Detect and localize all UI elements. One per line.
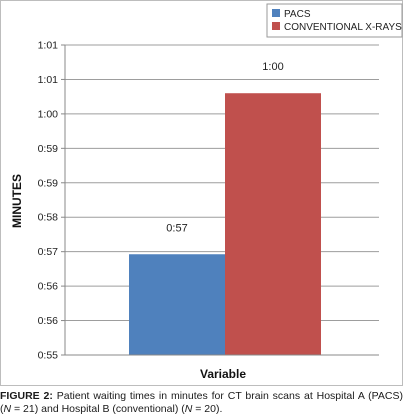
y-tick-label: 0:59 [38, 143, 59, 155]
bar-chart: 0:55 0:56 0:56 0:57 0:58 0:59 0:59 1:00 1:01 1:01… [10, 3, 403, 381]
caption-n2-rest: = 20). [192, 403, 223, 415]
legend-box [266, 3, 403, 38]
y-tick-label: 0:57 [38, 246, 59, 258]
chart-frame: 0:55 0:56 0:56 0:57 0:58 0:59 0:59 1:00 1:01 1:01… [0, 0, 403, 386]
bar-conventional-x-rays [225, 93, 321, 355]
figure-caption: FIGURE 2: Patient waiting times in minut… [0, 390, 403, 416]
y-axis-title: MINUTES [10, 174, 24, 228]
caption-n1-rest: = 21) and Hospital B (conventional) ( [11, 403, 185, 415]
caption-n1-var: N [3, 403, 12, 415]
legend: PACS CONVENTIONAL X-RAYS [266, 3, 403, 38]
bar-pacs [129, 254, 225, 355]
data-label: 0:57 [166, 222, 187, 234]
y-tick-label: 0:58 [38, 212, 59, 224]
x-axis-title: Variable [200, 367, 246, 381]
y-tick-label: 1:00 [38, 108, 59, 120]
caption-label: FIGURE 2: [0, 390, 53, 402]
y-tick-label: 0:56 [38, 315, 59, 327]
legend-label: CONVENTIONAL X-RAYS [284, 22, 402, 33]
y-tick-labels: 0:55 0:56 0:56 0:57 0:58 0:59 0:59 1:00 1:01 1:01 [38, 40, 59, 362]
bars [129, 93, 321, 355]
caption-text-1: Patient waiting times in minutes for CT … [0, 390, 403, 415]
y-tick-label: 1:01 [38, 40, 59, 52]
y-tick-label: 0:55 [38, 350, 59, 362]
caption-n2-var: N [184, 403, 193, 415]
y-tick-label: 0:56 [38, 281, 59, 293]
legend-swatch [272, 9, 280, 17]
y-tick-label: 0:59 [38, 177, 59, 189]
legend-swatch [272, 22, 280, 30]
legend-label: PACS [284, 9, 311, 20]
y-tick-label: 1:01 [38, 74, 59, 86]
data-labels: 0:57 1:00 [166, 61, 283, 234]
data-label: 1:00 [262, 61, 283, 73]
